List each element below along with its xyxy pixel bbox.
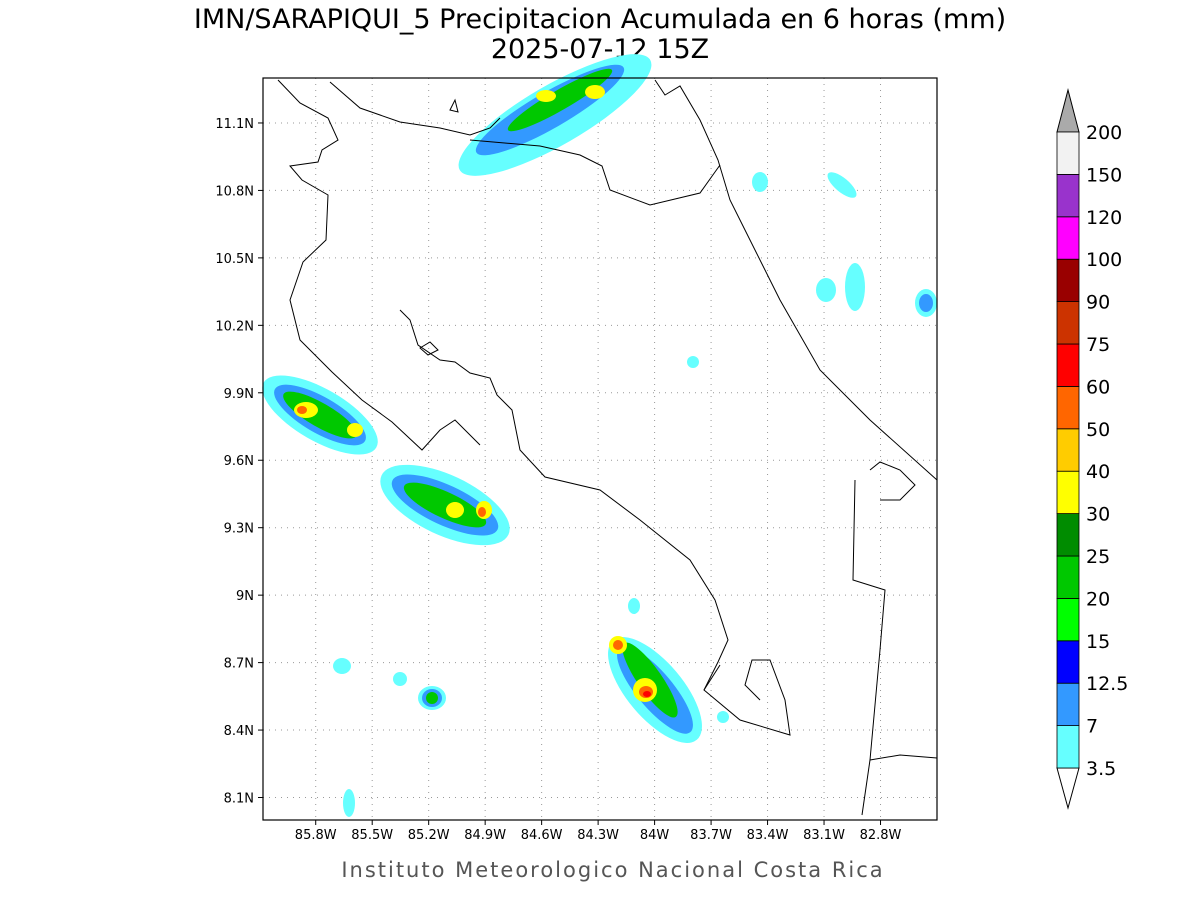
y-tick-label: 8.1N bbox=[224, 792, 254, 807]
colorbar-label: 3.5 bbox=[1086, 758, 1116, 780]
colorbar-box bbox=[1056, 343, 1080, 387]
colorbar-label: 7 bbox=[1086, 716, 1098, 738]
colorbar-box bbox=[1056, 258, 1080, 303]
colorbar-label: 40 bbox=[1086, 461, 1110, 483]
colorbar-box bbox=[1056, 470, 1080, 515]
y-tick-label: 8.7N bbox=[224, 657, 254, 672]
x-tick-label: 85.2W bbox=[408, 828, 450, 843]
colorbar-box bbox=[1056, 682, 1080, 727]
coastlines bbox=[277, 79, 938, 816]
map-frame bbox=[262, 77, 938, 821]
colorbar-box bbox=[1056, 640, 1080, 684]
y-tick-label: 8.4N bbox=[224, 724, 254, 739]
title: IMN/SARAPIQUI_5 Precipitacion Acumulada … bbox=[194, 4, 1006, 35]
x-tick-label: 84W bbox=[640, 828, 670, 843]
colorbar-box bbox=[1056, 428, 1080, 472]
x-tick-label: 85.8W bbox=[295, 828, 337, 843]
colorbar-box bbox=[1056, 216, 1080, 260]
colorbar-over bbox=[1056, 88, 1080, 133]
y-tick-label: 10.8N bbox=[215, 184, 254, 199]
colorbar-label: 25 bbox=[1086, 546, 1110, 568]
y-tick-label: 9.6N bbox=[224, 454, 254, 469]
colorbar-box bbox=[1056, 173, 1080, 218]
x-tick-label: 85.5W bbox=[351, 828, 393, 843]
colorbar-label: 30 bbox=[1086, 504, 1110, 526]
y-tick-label: 11.1N bbox=[215, 117, 254, 132]
colorbar-label: 60 bbox=[1086, 376, 1110, 398]
colorbar-label: 75 bbox=[1086, 334, 1110, 356]
x-tick-label: 83.7W bbox=[690, 828, 732, 843]
colorbar-label: 20 bbox=[1086, 588, 1110, 610]
x-tick-label: 82.8W bbox=[860, 828, 902, 843]
footer: Instituto Meteorologico Nacional Costa R… bbox=[341, 858, 884, 882]
colorbar-box bbox=[1056, 385, 1080, 430]
colorbar-box bbox=[1056, 725, 1080, 769]
precipitation bbox=[262, 54, 937, 817]
colorbar-label: 200 bbox=[1086, 122, 1122, 144]
colorbar-under bbox=[1056, 767, 1080, 810]
colorbar-box bbox=[1056, 598, 1080, 642]
colorbar-box bbox=[1056, 513, 1080, 557]
colorbar-label: 15 bbox=[1086, 631, 1110, 653]
x-tick-label: 84.3W bbox=[577, 828, 619, 843]
colorbar: 3.5 7 12.5 15 20 25 30 40 50 60 75 90 100 120 150 200 bbox=[1056, 88, 1128, 810]
y-tick-label: 9N bbox=[236, 589, 254, 604]
x-tick-label: 84.9W bbox=[464, 828, 506, 843]
colorbar-label: 12.5 bbox=[1086, 673, 1128, 695]
colorbar-label: 90 bbox=[1086, 292, 1110, 314]
subtitle: 2025-07-12 15Z bbox=[491, 34, 709, 65]
colorbar-label: 50 bbox=[1086, 419, 1110, 441]
y-tick-label: 10.2N bbox=[215, 319, 254, 334]
x-tick-label: 84.6W bbox=[521, 828, 563, 843]
y-tick-label: 9.3N bbox=[224, 522, 254, 537]
colorbar-box bbox=[1056, 131, 1080, 175]
ticks: 85.8W 85.5W 85.2W 84.9W 84.6W 84.3W 84W 83.7W 83… bbox=[215, 117, 901, 843]
colorbar-label: 150 bbox=[1086, 164, 1122, 186]
y-tick-label: 10.5N bbox=[215, 252, 254, 267]
colorbar-label: 100 bbox=[1086, 249, 1122, 271]
y-tick-label: 9.9N bbox=[224, 387, 254, 402]
colorbar-label: 120 bbox=[1086, 207, 1122, 229]
colorbar-box bbox=[1056, 555, 1080, 599]
x-tick-label: 83.1W bbox=[803, 828, 845, 843]
x-tick-label: 83.4W bbox=[747, 828, 789, 843]
colorbar-box bbox=[1056, 301, 1080, 345]
